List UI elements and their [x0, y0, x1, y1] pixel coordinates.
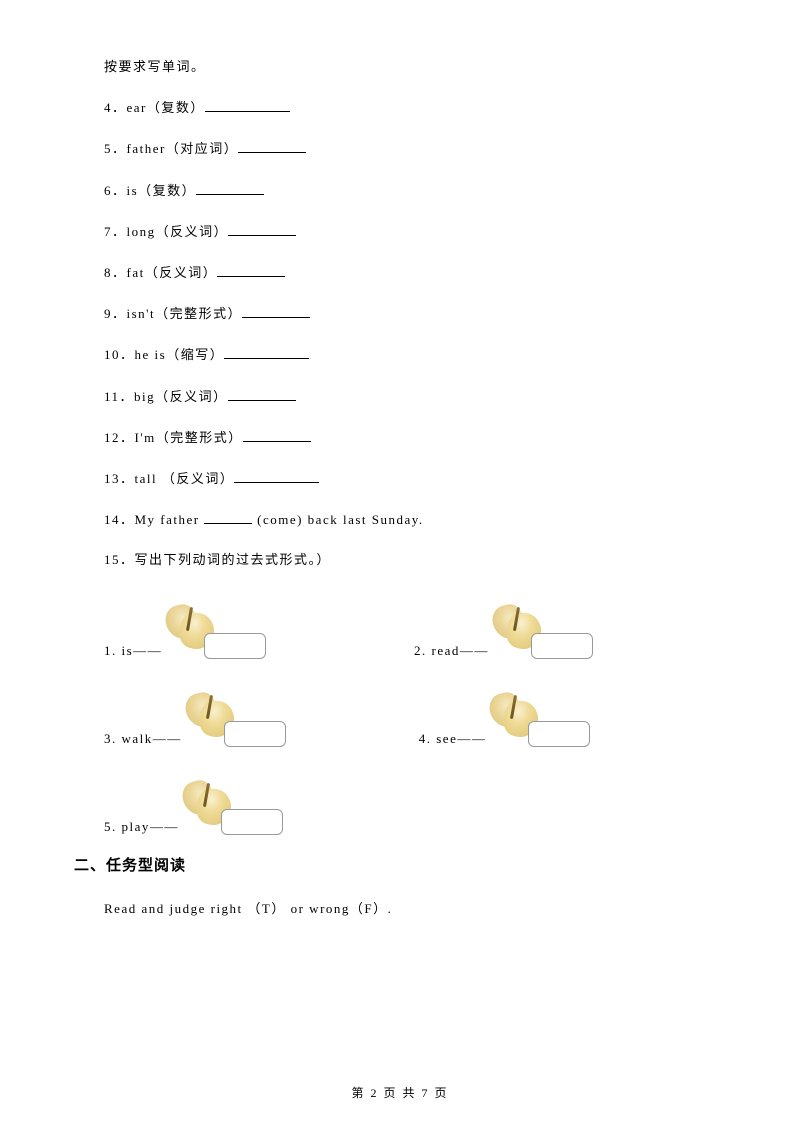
q7-text: ．long（反义词） — [112, 224, 228, 239]
page-footer: 第 2 页 共 7 页 — [0, 1085, 800, 1102]
q14-num: 14 — [104, 512, 120, 527]
butterfly-answer-box[interactable] — [162, 603, 267, 661]
past-item-5: 5. play—— — [104, 767, 414, 837]
question-11: 11．big（反义词） — [104, 387, 700, 406]
past-label-4: 4. see—— — [414, 730, 486, 749]
answer-box[interactable] — [528, 721, 590, 747]
answer-blank[interactable] — [243, 428, 311, 442]
question-15: 15．写出下列动词的过去式形式。） — [104, 551, 700, 569]
answer-blank[interactable] — [196, 181, 264, 195]
q9-text: ．isn't（完整形式） — [112, 306, 242, 321]
q10-num: 10 — [104, 347, 120, 362]
q7-num: 7 — [104, 224, 112, 239]
q11-text: ．big（反义词） — [120, 389, 228, 404]
butterfly-answer-box[interactable] — [489, 603, 594, 661]
past-tense-row-1: 1. is—— 2. read—— — [104, 591, 700, 661]
answer-box[interactable] — [224, 721, 286, 747]
question-7: 7．long（反义词） — [104, 222, 700, 241]
q15-num: 15 — [104, 552, 120, 567]
section-2-title: 二、任务型阅读 — [74, 855, 700, 876]
q5-num: 5 — [104, 141, 112, 156]
footer-total-pages: 7 — [422, 1086, 430, 1100]
past-item-3: 3. walk—— — [104, 679, 414, 749]
answer-blank[interactable] — [204, 510, 252, 524]
answer-blank[interactable] — [217, 263, 285, 277]
past-label-1: 1. is—— — [104, 642, 162, 661]
answer-box[interactable] — [204, 633, 266, 659]
q8-text: ．fat（反义词） — [112, 265, 217, 280]
answer-box[interactable] — [531, 633, 593, 659]
q10-text: ．he is（缩写） — [120, 347, 224, 362]
question-9: 9．isn't（完整形式） — [104, 304, 700, 323]
answer-blank[interactable] — [228, 222, 296, 236]
butterfly-answer-box[interactable] — [486, 691, 591, 749]
question-6: 6．is（复数） — [104, 181, 700, 200]
q6-num: 6 — [104, 183, 112, 198]
q15-text: ．写出下列动词的过去式形式。） — [120, 552, 331, 567]
q13-text: ．tall （反义词） — [120, 471, 234, 486]
instruction-text: 按要求写单词。 — [104, 58, 700, 76]
q4-text: ．ear（复数） — [112, 100, 205, 115]
past-item-1: 1. is—— — [104, 591, 414, 661]
past-word: play—— — [122, 819, 179, 834]
question-8: 8．fat（反义词） — [104, 263, 700, 282]
past-item-4: 4. see—— — [414, 679, 674, 749]
answer-blank[interactable] — [242, 304, 310, 318]
answer-blank[interactable] — [228, 387, 296, 401]
q12-num: 12 — [104, 430, 120, 445]
question-10: 10．he is（缩写） — [104, 345, 700, 364]
past-word: read—— — [432, 643, 489, 658]
question-4: 4．ear（复数） — [104, 98, 700, 117]
q5-text: ．father（对应词） — [112, 141, 238, 156]
q8-num: 8 — [104, 265, 112, 280]
q11-num: 11 — [104, 389, 120, 404]
butterfly-answer-box[interactable] — [182, 691, 287, 749]
past-tense-row-3: 5. play—— — [104, 767, 700, 837]
read-judge-instruction: Read and judge right （T） or wrong（F）. — [104, 900, 700, 918]
past-label-3: 3. walk—— — [104, 730, 182, 749]
past-num: 4. — [419, 731, 432, 746]
footer-post: 页 — [430, 1086, 449, 1100]
q6-text: ．is（复数） — [112, 183, 196, 198]
past-item-2: 2. read—— — [414, 591, 674, 661]
answer-blank[interactable] — [205, 98, 290, 112]
past-num: 5. — [104, 819, 117, 834]
past-word: see—— — [436, 731, 486, 746]
past-tense-row-2: 3. walk—— 4. see—— — [104, 679, 700, 749]
answer-box[interactable] — [221, 809, 283, 835]
past-num: 1. — [104, 643, 117, 658]
q4-num: 4 — [104, 100, 112, 115]
q13-num: 13 — [104, 471, 120, 486]
past-num: 2. — [414, 643, 427, 658]
answer-blank[interactable] — [224, 345, 309, 359]
question-13: 13．tall （反义词） — [104, 469, 700, 488]
q14-text-b: (come) back last Sunday. — [252, 512, 423, 527]
question-14: 14．My father (come) back last Sunday. — [104, 510, 700, 529]
butterfly-answer-box[interactable] — [179, 779, 284, 837]
answer-blank[interactable] — [238, 139, 306, 153]
q9-num: 9 — [104, 306, 112, 321]
footer-pre: 第 — [351, 1086, 370, 1100]
past-num: 3. — [104, 731, 117, 746]
past-label-2: 2. read—— — [414, 642, 489, 661]
answer-blank[interactable] — [234, 469, 319, 483]
footer-mid: 页 共 — [378, 1086, 421, 1100]
q12-text: ．I'm（完整形式） — [120, 430, 243, 445]
past-word: is—— — [122, 643, 163, 658]
question-5: 5．father（对应词） — [104, 139, 700, 158]
past-word: walk—— — [122, 731, 182, 746]
question-12: 12．I'm（完整形式） — [104, 428, 700, 447]
q14-text-a: ．My father — [120, 512, 204, 527]
past-label-5: 5. play—— — [104, 818, 179, 837]
